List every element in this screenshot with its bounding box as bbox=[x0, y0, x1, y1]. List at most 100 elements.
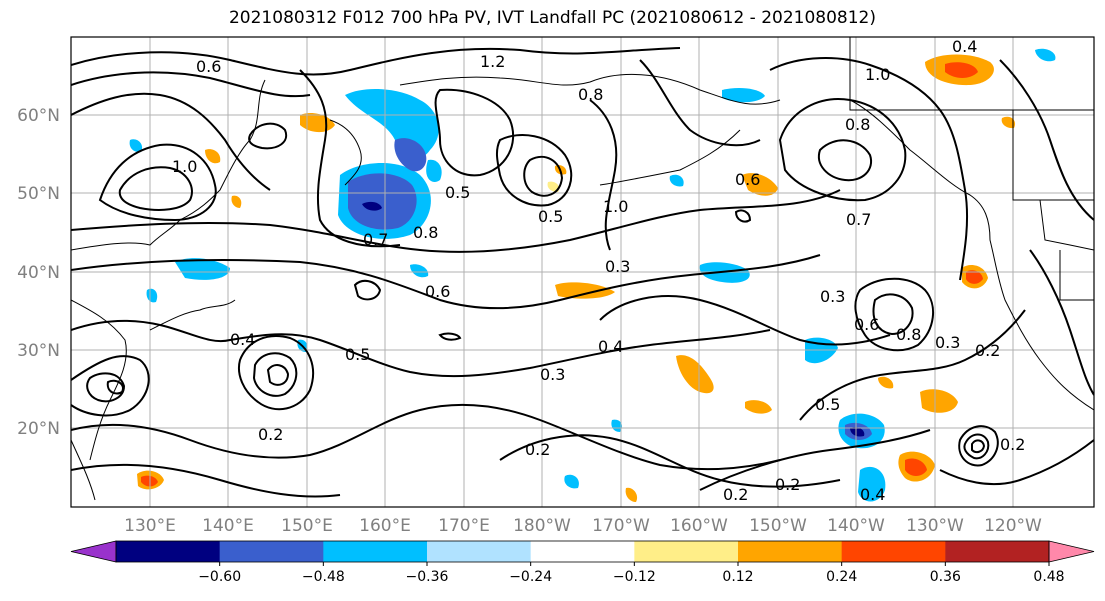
lat-label: 60°N bbox=[17, 106, 60, 126]
colorbar-cell bbox=[427, 541, 532, 562]
contour-label: 0.8 bbox=[578, 85, 603, 104]
colorbar-cell bbox=[116, 541, 221, 562]
contour-label: 0.2 bbox=[525, 440, 550, 459]
colorbar-tick-label: −0.36 bbox=[406, 569, 449, 585]
pv-positive-region bbox=[920, 389, 958, 413]
pv-positive-region bbox=[625, 487, 638, 502]
colorbar-cell bbox=[634, 541, 739, 562]
pv-negative-region bbox=[669, 174, 684, 187]
pv-negative-core bbox=[850, 427, 865, 437]
lon-label: 160°E bbox=[359, 516, 411, 536]
lat-label: 30°N bbox=[17, 341, 60, 361]
colorbar-tick-label: 0.48 bbox=[1033, 569, 1064, 585]
colorbar-cell bbox=[945, 541, 1050, 562]
pv-negative-region bbox=[611, 419, 623, 432]
colorbar-tick-label: −0.24 bbox=[509, 569, 552, 585]
contour-label: 0.5 bbox=[445, 183, 470, 202]
pv-negative-region bbox=[129, 139, 143, 153]
contour-label: 0.6 bbox=[854, 315, 879, 334]
contour-label: 0.4 bbox=[952, 37, 977, 56]
lat-label: 20°N bbox=[17, 419, 60, 439]
pv-positive-region bbox=[745, 400, 772, 414]
contour-label: 0.4 bbox=[230, 330, 255, 349]
lon-label: 130°W bbox=[906, 516, 964, 536]
pv-positive-region bbox=[878, 376, 894, 389]
contour-label: 0.8 bbox=[896, 325, 921, 344]
pv-positive-region bbox=[1001, 116, 1016, 129]
pv-shading-layer bbox=[129, 48, 1056, 502]
lon-label: 140°E bbox=[202, 516, 254, 536]
contour-label: 0.5 bbox=[815, 395, 840, 414]
pv-negative-region bbox=[348, 173, 417, 230]
pv-positive-region bbox=[231, 195, 242, 208]
colorbar-cells bbox=[70, 540, 1095, 563]
lat-label: 50°N bbox=[17, 184, 60, 204]
contour-label: 0.8 bbox=[413, 223, 438, 242]
contour-label: 0.6 bbox=[735, 170, 760, 189]
colorbar-cell bbox=[530, 541, 635, 562]
colorbar-cell bbox=[323, 541, 428, 562]
contour-label: 0.6 bbox=[196, 57, 221, 76]
contour-label: 0.7 bbox=[363, 230, 388, 249]
pv-negative-core bbox=[362, 201, 382, 211]
pv-positive-region bbox=[547, 181, 560, 192]
contour-label: 1.0 bbox=[172, 157, 197, 176]
pv-negative-region bbox=[175, 258, 230, 280]
colorbar: −0.60 −0.48 −0.36 −0.24 −0.12 0.12 0.24 0.36 0.4… bbox=[70, 540, 1095, 585]
lon-label: 180°W bbox=[513, 516, 571, 536]
contour-label: 0.2 bbox=[1000, 435, 1025, 454]
pv-negative-region bbox=[564, 474, 579, 489]
contour-label: 0.5 bbox=[345, 345, 370, 364]
lon-label: 150°E bbox=[281, 516, 333, 536]
pv-negative-region bbox=[146, 288, 158, 303]
pv-positive-region bbox=[905, 458, 927, 476]
longitude-axis: 130°E 140°E 150°E 160°E 170°E 180°W 170°… bbox=[124, 516, 1042, 536]
colorbar-extend-high bbox=[1048, 540, 1095, 563]
colorbar-tick-label: −0.12 bbox=[613, 569, 656, 585]
pv-negative-region bbox=[1035, 48, 1056, 62]
contour-label: 0.2 bbox=[723, 485, 748, 504]
lon-label: 140°W bbox=[827, 516, 885, 536]
lon-label: 130°E bbox=[124, 516, 176, 536]
contour-label: 0.2 bbox=[258, 425, 283, 444]
contour-label: 0.5 bbox=[538, 207, 563, 226]
contour-label: 1.2 bbox=[480, 52, 505, 71]
pv-negative-region bbox=[722, 88, 765, 103]
contour-label: 0.7 bbox=[846, 210, 871, 229]
colorbar-tick-label: 0.24 bbox=[826, 569, 857, 585]
map-title: 2021080312 F012 700 hPa PV, IVT Landfall… bbox=[228, 8, 876, 28]
contour-label: 0.3 bbox=[820, 287, 845, 306]
lon-label: 160°W bbox=[670, 516, 728, 536]
contour-label: 0.8 bbox=[845, 115, 870, 134]
contour-label: 0.2 bbox=[775, 475, 800, 494]
contour-label: 0.4 bbox=[860, 485, 885, 504]
pv-positive-region bbox=[205, 149, 221, 164]
graticule bbox=[71, 37, 1094, 507]
plot-frame bbox=[70, 36, 1095, 508]
lat-label: 40°N bbox=[17, 263, 60, 283]
colorbar-tick-label: −0.60 bbox=[198, 569, 241, 585]
pv-positive-region bbox=[945, 62, 978, 78]
pv-positive-region bbox=[966, 270, 983, 284]
contour-label: 0.2 bbox=[975, 341, 1000, 360]
colorbar-cell bbox=[841, 541, 946, 562]
colorbar-tick-label: 0.36 bbox=[930, 569, 961, 585]
contour-label: 0.3 bbox=[605, 257, 630, 276]
ivt-contours bbox=[71, 47, 1094, 498]
contour-label: 1.0 bbox=[865, 65, 890, 84]
pv-negative-region bbox=[858, 466, 886, 502]
pv-positive-region bbox=[676, 355, 714, 394]
pv-positive-region bbox=[555, 282, 615, 299]
colorbar-extend-low bbox=[70, 540, 117, 563]
pv-negative-region bbox=[426, 159, 442, 182]
pv-positive-region bbox=[742, 173, 778, 196]
colorbar-ticks: −0.60 −0.48 −0.36 −0.24 −0.12 0.12 0.24 0.36 0.4… bbox=[198, 562, 1065, 585]
contour-label: 1.0 bbox=[603, 197, 628, 216]
contour-label: 0.3 bbox=[540, 365, 565, 384]
pv-negative-region bbox=[394, 138, 427, 172]
lon-label: 120°W bbox=[984, 516, 1042, 536]
latitude-axis: 60°N 50°N 40°N 30°N 20°N bbox=[17, 106, 60, 439]
lon-label: 170°W bbox=[592, 516, 650, 536]
lon-label: 150°W bbox=[749, 516, 807, 536]
